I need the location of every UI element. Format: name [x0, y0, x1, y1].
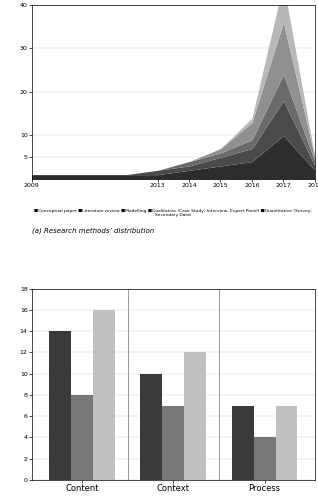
Bar	[141, 374, 162, 480]
Bar	[71, 395, 93, 480]
Bar	[232, 406, 254, 480]
Bar	[184, 352, 206, 480]
Bar	[162, 406, 184, 480]
Bar	[49, 331, 71, 480]
Bar	[276, 406, 297, 480]
Text: ■Conceptual paper ■Literature review ■Modelling ■Qualitative (Case Study; Interv: ■Conceptual paper ■Literature review ■Mo…	[34, 208, 312, 217]
Bar	[93, 310, 115, 480]
Bar	[254, 438, 276, 480]
Text: (a) Research methods’ distribution: (a) Research methods’ distribution	[32, 228, 154, 234]
